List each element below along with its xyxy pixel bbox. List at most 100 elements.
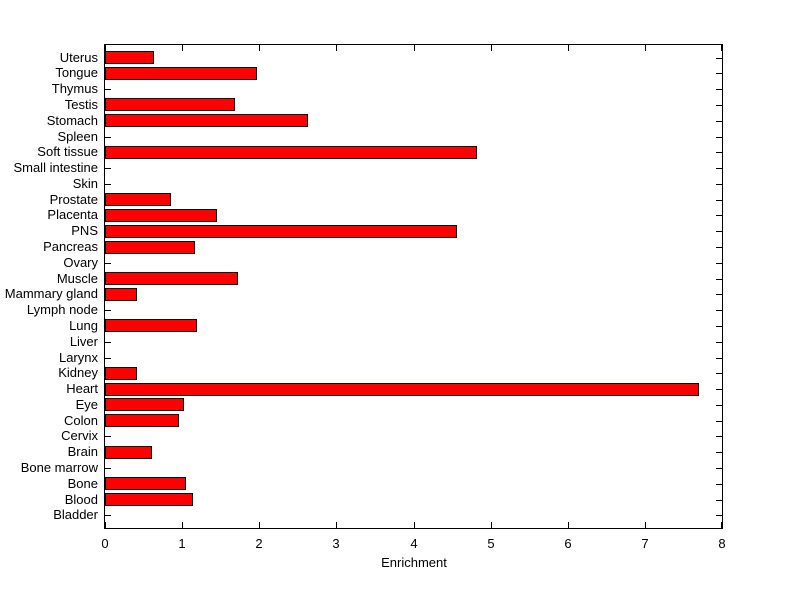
category-label: Placenta bbox=[47, 207, 98, 223]
category-label: Heart bbox=[66, 381, 98, 397]
x-tick-top bbox=[182, 45, 183, 51]
category-label: Small intestine bbox=[13, 160, 98, 176]
bar-placenta bbox=[105, 209, 217, 222]
y-tick-left bbox=[105, 89, 111, 90]
category-label: Larynx bbox=[58, 349, 98, 365]
bar-pns bbox=[105, 225, 457, 238]
y-tick-right bbox=[716, 184, 722, 185]
x-tick-bottom bbox=[336, 522, 337, 528]
x-tick-label: 2 bbox=[255, 536, 263, 551]
category-label: Testis bbox=[64, 96, 98, 112]
bar-stomach bbox=[105, 114, 308, 127]
category-label: PNS bbox=[71, 223, 98, 239]
y-tick-right bbox=[716, 105, 722, 106]
category-label: Colon bbox=[64, 412, 98, 428]
bar-bone bbox=[105, 477, 186, 490]
x-tick-label: 1 bbox=[178, 536, 186, 551]
category-label: Tongue bbox=[55, 65, 98, 81]
x-tick-label: 3 bbox=[332, 536, 340, 551]
x-tick-label: 4 bbox=[410, 536, 418, 551]
y-tick-right bbox=[716, 421, 722, 422]
x-tick-top bbox=[105, 45, 106, 51]
x-tick-top bbox=[491, 45, 492, 51]
y-tick-left bbox=[105, 168, 111, 169]
y-tick-right bbox=[716, 468, 722, 469]
y-tick-right bbox=[716, 484, 722, 485]
bar-pancreas bbox=[105, 241, 195, 254]
category-label: Bladder bbox=[53, 507, 98, 523]
x-tick-top bbox=[259, 45, 260, 51]
y-tick-right bbox=[716, 500, 722, 501]
y-tick-right bbox=[716, 279, 722, 280]
x-tick-bottom bbox=[182, 522, 183, 528]
bar-blood bbox=[105, 493, 193, 506]
y-tick-left bbox=[105, 468, 111, 469]
category-label: Lung bbox=[69, 317, 98, 333]
y-tick-right bbox=[716, 373, 722, 374]
x-tick-label: 5 bbox=[487, 536, 495, 551]
y-tick-left bbox=[105, 358, 111, 359]
bar-eye bbox=[105, 398, 184, 411]
category-label: Thymus bbox=[51, 81, 98, 97]
y-tick-right bbox=[716, 231, 722, 232]
bar-testis bbox=[105, 98, 235, 111]
category-label: Eye bbox=[75, 396, 98, 412]
bar-uterus bbox=[105, 51, 154, 64]
bar-prostate bbox=[105, 193, 171, 206]
y-tick-right bbox=[716, 152, 722, 153]
category-label: Pancreas bbox=[43, 239, 98, 255]
plot-area bbox=[104, 44, 723, 529]
bar-muscle bbox=[105, 272, 238, 285]
x-tick-label: 0 bbox=[101, 536, 109, 551]
x-tick-label: 6 bbox=[564, 536, 572, 551]
y-tick-left bbox=[105, 263, 111, 264]
x-tick-top bbox=[721, 45, 722, 51]
category-label: Mammary gland bbox=[4, 286, 98, 302]
category-label: Kidney bbox=[58, 365, 98, 381]
y-tick-right bbox=[716, 515, 722, 516]
x-tick-label: 8 bbox=[718, 536, 726, 551]
x-tick-bottom bbox=[568, 522, 569, 528]
bar-tongue bbox=[105, 67, 257, 80]
category-label: Uterus bbox=[59, 49, 98, 65]
y-tick-left bbox=[105, 137, 111, 138]
bar-kidney bbox=[105, 367, 137, 380]
y-tick-right bbox=[716, 326, 722, 327]
category-label: Cervix bbox=[61, 428, 98, 444]
category-label: Spleen bbox=[57, 128, 98, 144]
y-tick-left bbox=[105, 184, 111, 185]
y-tick-left bbox=[105, 515, 111, 516]
category-label: Bone marrow bbox=[20, 460, 98, 476]
bar-brain bbox=[105, 446, 152, 459]
bar-soft-tissue bbox=[105, 146, 477, 159]
y-tick-right bbox=[716, 58, 722, 59]
x-tick-bottom bbox=[645, 522, 646, 528]
category-label: Prostate bbox=[49, 191, 98, 207]
y-tick-right bbox=[716, 137, 722, 138]
y-tick-left bbox=[105, 342, 111, 343]
x-axis-title: Enrichment bbox=[381, 555, 447, 570]
y-tick-right bbox=[716, 342, 722, 343]
y-tick-right bbox=[716, 358, 722, 359]
x-tick-bottom bbox=[491, 522, 492, 528]
category-label: Blood bbox=[64, 491, 98, 507]
y-tick-right bbox=[716, 215, 722, 216]
x-tick-top bbox=[645, 45, 646, 51]
y-tick-left bbox=[105, 436, 111, 437]
y-tick-right bbox=[716, 263, 722, 264]
y-tick-right bbox=[716, 389, 722, 390]
y-tick-right bbox=[716, 294, 722, 295]
x-tick-top bbox=[568, 45, 569, 51]
x-tick-label: 7 bbox=[641, 536, 649, 551]
x-tick-top bbox=[414, 45, 415, 51]
y-tick-right bbox=[716, 73, 722, 74]
category-label: Bone bbox=[67, 475, 98, 491]
x-tick-bottom bbox=[414, 522, 415, 528]
bar-colon bbox=[105, 414, 179, 427]
bar-lung bbox=[105, 319, 197, 332]
bar-heart bbox=[105, 383, 699, 396]
x-tick-bottom bbox=[721, 522, 722, 528]
category-label: Ovary bbox=[63, 254, 98, 270]
category-label: Skin bbox=[72, 175, 98, 191]
